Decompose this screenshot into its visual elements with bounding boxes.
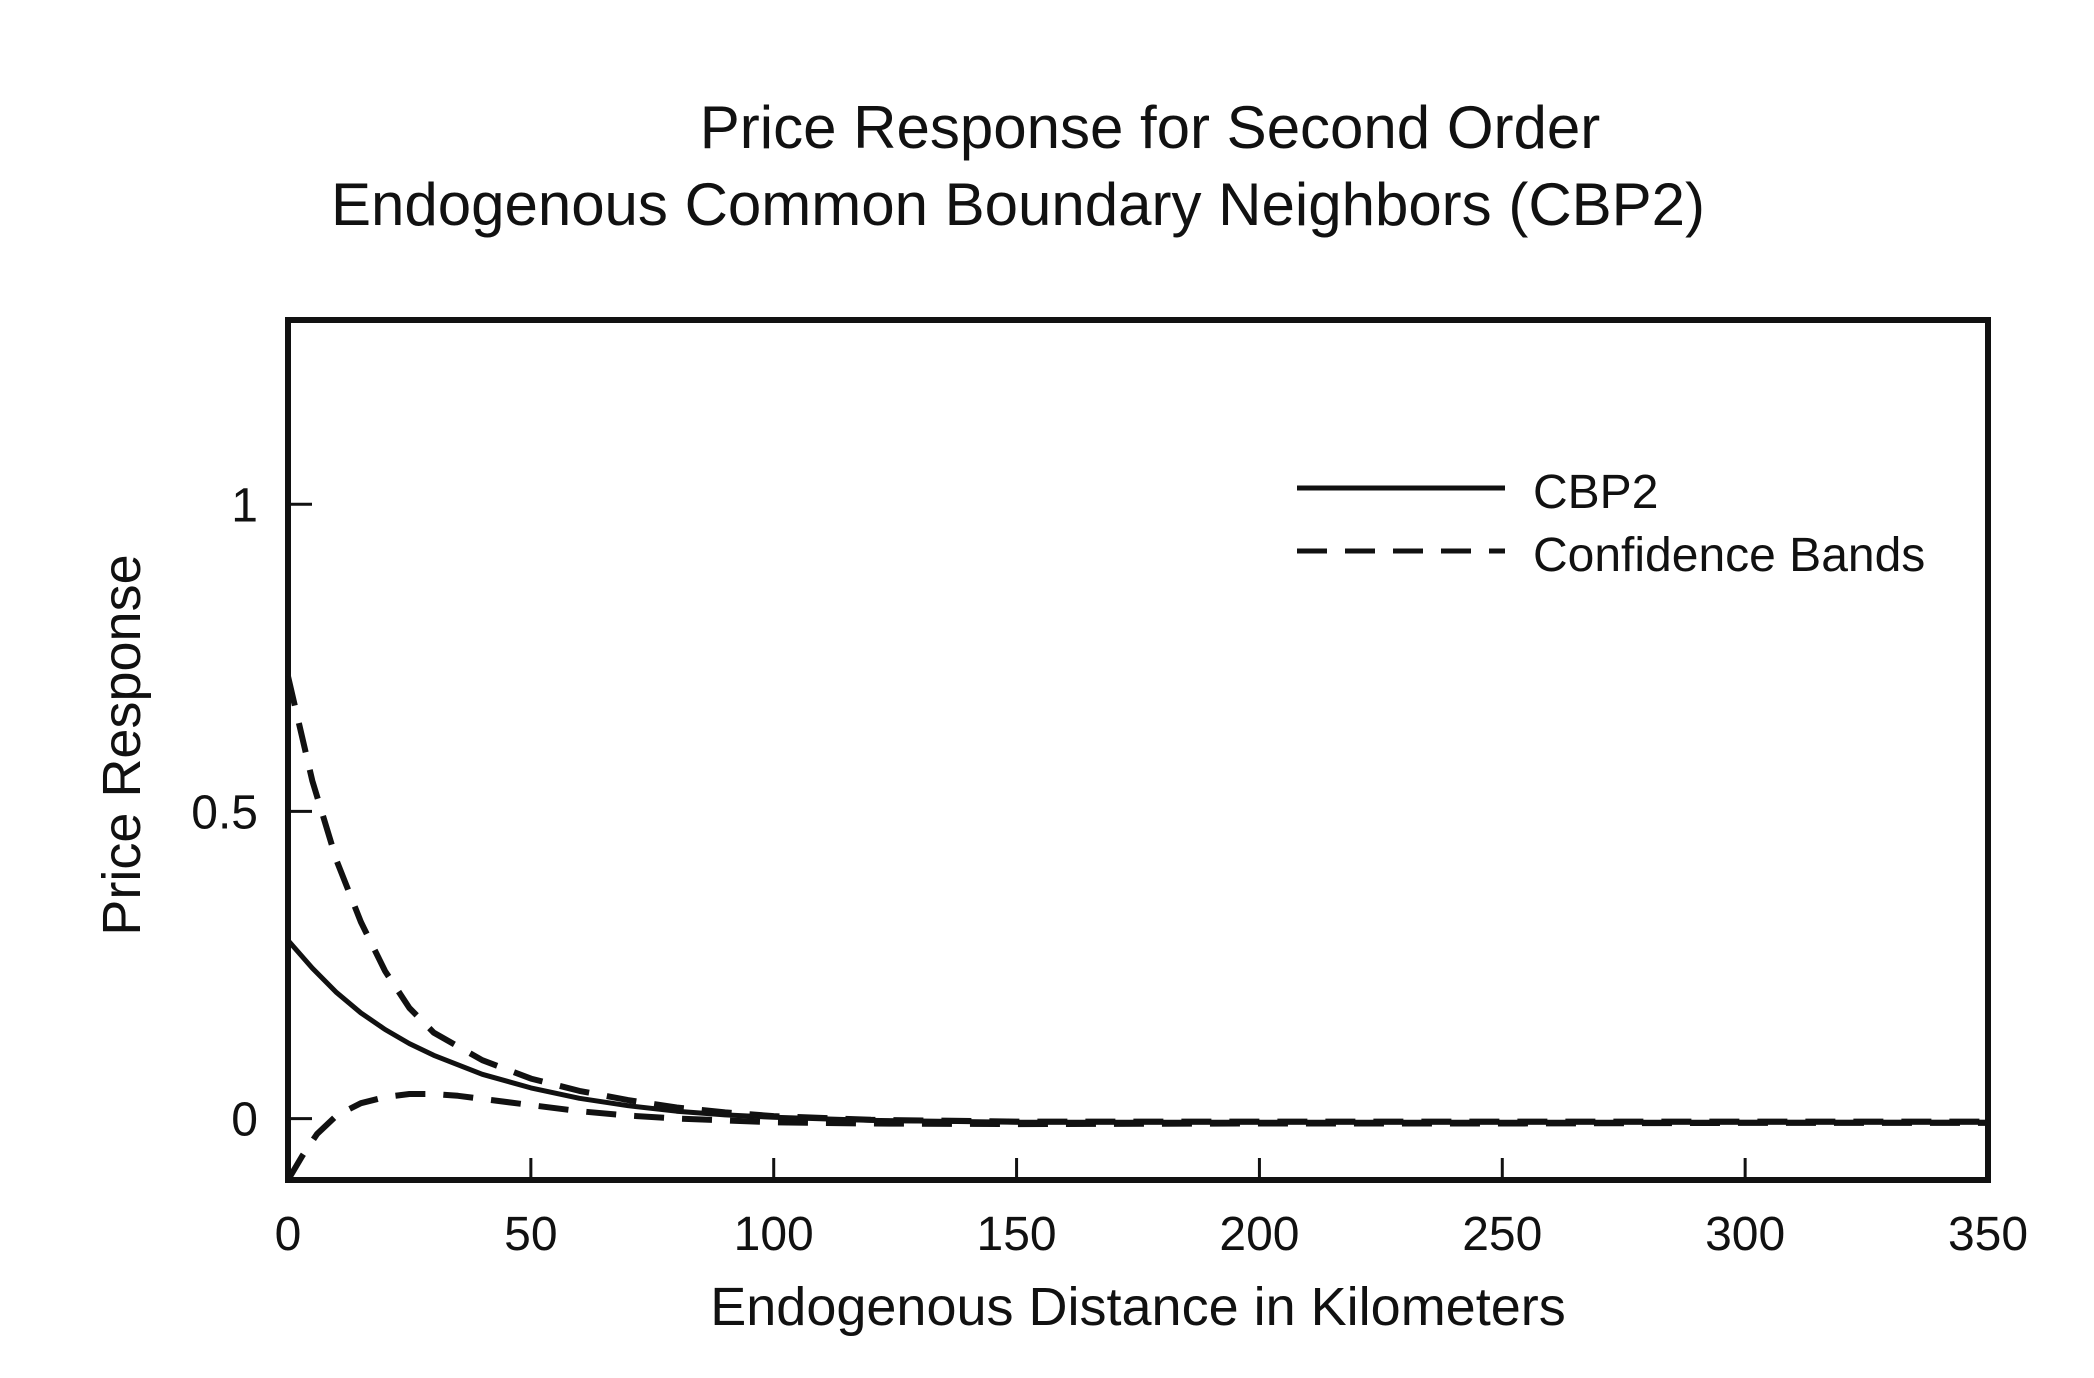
legend: CBP2 Confidence Bands bbox=[1297, 466, 1925, 582]
x-tick-label: 50 bbox=[504, 1208, 557, 1261]
legend-label-cbp2: CBP2 bbox=[1533, 466, 1658, 519]
cbp2-line bbox=[286, 938, 1988, 1125]
y-tick-label: 1 bbox=[231, 479, 258, 532]
x-tick-label: 350 bbox=[1948, 1208, 2028, 1261]
y-axis-label: Price Response bbox=[92, 554, 152, 935]
x-tick-label: 250 bbox=[1462, 1208, 1542, 1261]
confidence-band-line-2 bbox=[285, 1091, 1988, 1182]
confidence-band-line-1 bbox=[285, 675, 1988, 1125]
axis-tick-labels: 0 50 100 150 200 250 300 350 0 0.5 1 bbox=[191, 479, 2028, 1261]
series-layer bbox=[285, 675, 1988, 1182]
x-tick-label: 150 bbox=[977, 1208, 1057, 1261]
legend-label-confidence-bands: Confidence Bands bbox=[1533, 529, 1925, 582]
x-tick-label: 200 bbox=[1219, 1208, 1299, 1261]
chart-title: Price Response for Second Order bbox=[700, 94, 1600, 161]
x-tick-label: 300 bbox=[1705, 1208, 1785, 1261]
y-tick-label: 0.5 bbox=[191, 786, 258, 839]
y-tick-label: 0 bbox=[231, 1094, 258, 1147]
x-axis-label: Endogenous Distance in Kilometers bbox=[710, 1277, 1565, 1337]
plot-frame bbox=[285, 317, 1991, 1183]
x-tick-label: 100 bbox=[734, 1208, 814, 1261]
axis-ticks bbox=[288, 502, 1747, 1180]
chart-subtitle: Endogenous Common Boundary Neighbors (CB… bbox=[331, 171, 1705, 238]
x-tick-label: 0 bbox=[275, 1208, 302, 1261]
